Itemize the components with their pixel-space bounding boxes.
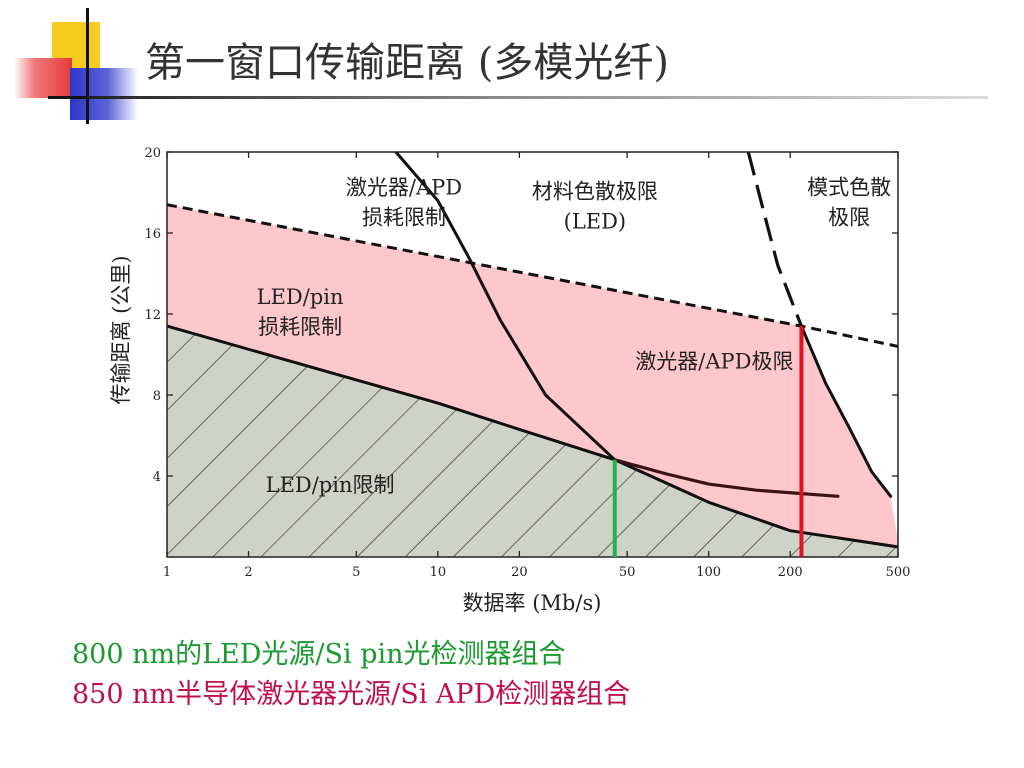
x-tick-label: 5 bbox=[352, 565, 360, 580]
annotation-label: 模式色散 bbox=[807, 176, 891, 200]
region-led-pin-hatch bbox=[167, 326, 898, 557]
decor-vertical-line bbox=[86, 8, 89, 124]
series-line-led-extension bbox=[613, 458, 840, 498]
annotation-label: 极限 bbox=[828, 206, 870, 230]
series-line-modal-dispersion bbox=[746, 152, 803, 327]
series-line-material-dispersion-led bbox=[394, 152, 617, 462]
annotation-label: LED/pin bbox=[257, 285, 344, 309]
x-tick-label: 10 bbox=[430, 565, 447, 580]
x-tick-label: 200 bbox=[778, 565, 803, 580]
annotation-label: LED/pin限制 bbox=[266, 473, 395, 497]
x-axis-label: 数据率 (Mb/s) bbox=[463, 591, 602, 615]
y-tick-label: 8 bbox=[153, 389, 161, 404]
annotation-label: 损耗限制 bbox=[362, 206, 446, 230]
decor-blue-square bbox=[70, 68, 138, 120]
x-tick-label: 50 bbox=[619, 565, 636, 580]
annotation-label: 激光器/APD bbox=[346, 176, 462, 200]
x-tick-label: 500 bbox=[886, 565, 911, 580]
y-tick-label: 12 bbox=[144, 308, 161, 323]
y-tick-label: 4 bbox=[153, 470, 161, 485]
slide-title: 第一窗口传输距离 (多模光纤) bbox=[145, 40, 669, 86]
x-tick-label: 1 bbox=[163, 565, 171, 580]
x-tick-label: 20 bbox=[511, 565, 528, 580]
y-axis-label: 传输距离 (公里) bbox=[109, 255, 133, 404]
annotation-label: 材料色散极限 bbox=[532, 180, 658, 204]
annotation-label: 损耗限制 bbox=[258, 315, 342, 339]
title-underline bbox=[88, 96, 988, 99]
caption-laser-apd: 850 nm半导体激光器光源/Si APD检测器组合 bbox=[72, 679, 631, 710]
annotation-label: 激光器/APD极限 bbox=[635, 350, 793, 374]
plot-frame bbox=[166, 151, 899, 558]
y-tick-label: 16 bbox=[144, 227, 161, 242]
caption-led-pin: 800 nm的LED光源/Si pin光检测器组合 bbox=[72, 639, 566, 670]
decor-red-square bbox=[14, 58, 72, 98]
annotation-label: (LED) bbox=[564, 210, 627, 234]
x-tick-label: 2 bbox=[244, 565, 252, 580]
series-line-laser-limit-boundary bbox=[799, 324, 893, 498]
x-tick-label: 100 bbox=[696, 565, 721, 580]
y-tick-label: 20 bbox=[144, 146, 161, 161]
